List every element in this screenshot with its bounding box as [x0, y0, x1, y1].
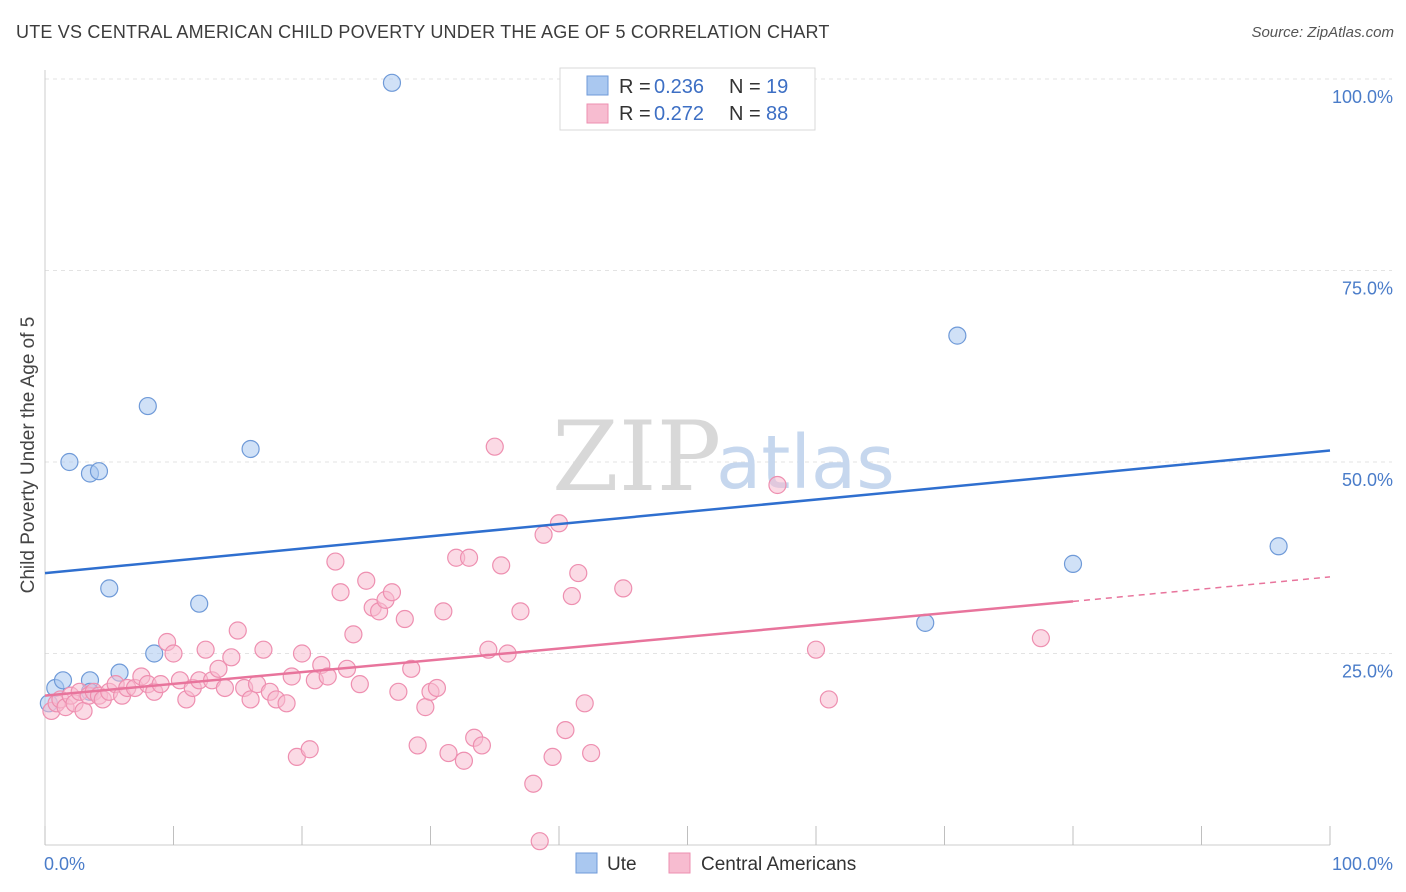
legend-swatch-central-americans [586, 103, 609, 124]
central-americans-point-85 [582, 743, 601, 763]
ute-points [39, 73, 1288, 713]
legend-n-label-ute: N = [729, 76, 761, 98]
central-americans-points [42, 437, 1050, 851]
central-americans-point-46 [318, 667, 337, 686]
central-americans-point-43 [300, 740, 319, 759]
central-americans-point-30 [215, 678, 234, 698]
central-americans-point-48 [331, 583, 350, 602]
bottom-legend-swatch-ute [575, 852, 598, 874]
central-americans-point-34 [241, 690, 260, 709]
bottom-legend-swatch-central-americans [668, 852, 691, 874]
central-americans-point-64 [434, 602, 453, 621]
central-americans-point-58 [395, 609, 414, 629]
central-americans-point-47 [326, 552, 345, 571]
central-americans-point-75 [511, 602, 530, 621]
central-americans-point-90 [1031, 629, 1050, 648]
ute-trend-line [44, 449, 1331, 575]
ute-point-13 [241, 439, 260, 459]
ute-point-18 [1269, 537, 1288, 556]
central-americans-point-31 [222, 648, 241, 667]
central-americans-point-76 [524, 774, 543, 793]
trend-lines [44, 449, 1331, 697]
x-tick-labels: 0.0% 100.0% [44, 854, 1393, 874]
chart-title: UTE VS CENTRAL AMERICAN CHILD POVERTY UN… [16, 22, 830, 42]
central-americans-point-83 [569, 563, 588, 583]
central-americans-point-61 [416, 698, 435, 717]
bottom-legend-label-central-americans: Central Americans [701, 854, 856, 875]
central-americans-point-56 [382, 583, 402, 602]
central-americans-point-81 [556, 720, 575, 740]
central-americans-point-87 [768, 475, 787, 495]
legend-n-value-ute: 19 [766, 76, 788, 98]
ute-point-11 [145, 644, 164, 663]
ute-point-16 [948, 326, 967, 345]
central-americans-point-52 [357, 571, 376, 590]
central-americans-point-73 [492, 556, 511, 575]
watermark-atlas: atlas [716, 420, 895, 506]
y-tick-labels: 25.0% 50.0% 75.0% 100.0% [1332, 87, 1393, 682]
central-americans-point-84 [575, 694, 594, 713]
central-americans-point-57 [389, 682, 408, 701]
ute-point-7 [89, 462, 109, 481]
central-americans-point-77 [530, 832, 549, 851]
central-americans-point-78 [534, 525, 553, 544]
ute-point-8 [100, 579, 119, 598]
central-americans-trend-extension [1072, 576, 1331, 603]
central-americans-point-67 [454, 751, 474, 770]
y-tick-label-1: 50.0% [1342, 470, 1393, 490]
central-americans-point-82 [562, 586, 581, 606]
ute-point-17 [1063, 554, 1083, 573]
legend-r-label-ute: R = [619, 76, 651, 98]
y-tick-label-3: 100.0% [1332, 87, 1393, 107]
central-americans-point-22 [164, 644, 183, 663]
bottom-legend-label-ute: Ute [607, 854, 637, 875]
y-tick-label-0: 25.0% [1342, 662, 1393, 682]
central-americans-point-27 [196, 640, 215, 659]
watermark: ZIP atlas [552, 401, 895, 513]
ute-point-3 [60, 452, 79, 472]
source-credit: Source: ZipAtlas.com [1251, 24, 1394, 41]
ute-point-15 [916, 613, 935, 632]
y-tick-label-2: 75.0% [1342, 279, 1393, 299]
central-americans-point-89 [819, 690, 838, 709]
ute-point-2 [53, 671, 73, 690]
central-americans-point-59 [402, 659, 421, 678]
central-americans-point-72 [485, 437, 504, 456]
central-americans-point-51 [350, 675, 369, 694]
x-tick-label-0: 0.0% [44, 854, 85, 874]
series-legend: Ute Central Americans [575, 852, 856, 875]
ute-point-14 [382, 73, 402, 92]
central-americans-point-60 [408, 736, 427, 755]
central-americans-point-88 [806, 640, 826, 659]
central-americans-point-29 [209, 659, 228, 678]
ute-point-12 [190, 594, 209, 613]
legend-r-label-central-americans: R = [619, 103, 651, 125]
central-americans-point-32 [228, 621, 247, 640]
central-americans-point-79 [543, 747, 562, 767]
legend-n-value-central-americans: 88 [766, 103, 788, 125]
legend-swatch-ute [586, 75, 609, 96]
watermark-zip: ZIP [552, 401, 721, 513]
central-americans-point-70 [472, 736, 491, 755]
y-axis-label: Child Poverty Under the Age of 5 [18, 317, 39, 594]
central-americans-point-36 [254, 640, 273, 659]
legend-n-label-central-americans: N = [729, 103, 761, 125]
central-americans-point-63 [427, 678, 447, 698]
central-americans-point-68 [459, 548, 479, 567]
central-americans-point-50 [344, 625, 363, 644]
central-americans-point-40 [282, 667, 301, 686]
legend-r-value-ute: 0.236 [654, 76, 704, 98]
grid-lines [45, 78, 1392, 654]
central-americans-point-39 [277, 694, 296, 713]
x-tick-label-1: 100.0% [1332, 854, 1393, 874]
central-americans-point-7 [74, 701, 93, 721]
central-americans-point-42 [292, 644, 312, 663]
ute-point-10 [138, 396, 157, 416]
central-americans-point-65 [439, 743, 458, 763]
central-americans-trend-line [44, 600, 1074, 697]
legend-r-value-central-americans: 0.272 [654, 103, 704, 125]
correlation-legend: R = 0.236 N = 19 R = 0.272 N = 88 [559, 67, 816, 131]
central-americans-point-86 [614, 579, 633, 598]
